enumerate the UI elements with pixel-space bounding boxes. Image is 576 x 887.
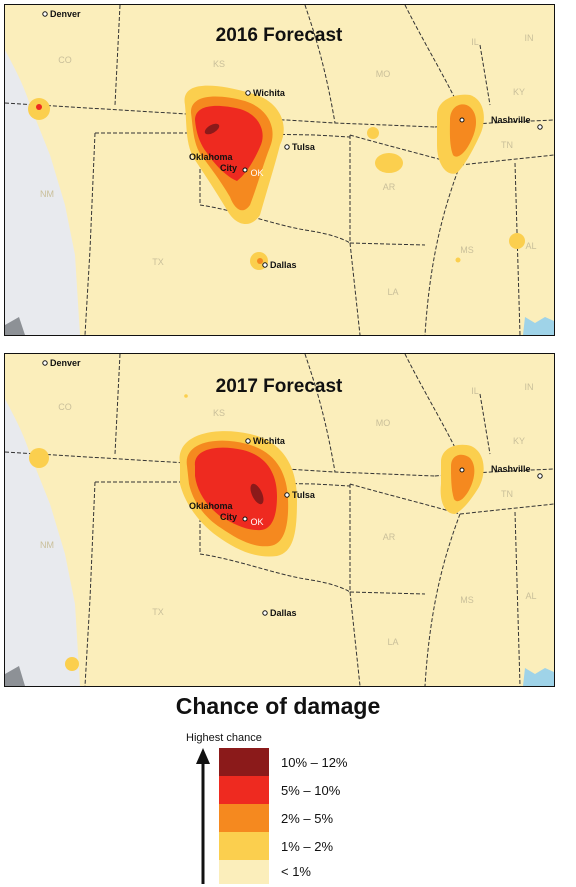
hazard-zones	[29, 394, 484, 671]
gulf-water	[523, 317, 554, 335]
state-label-tn: TN	[501, 489, 513, 499]
zone-ky-mid	[451, 454, 475, 502]
state-label-in: IN	[525, 33, 534, 43]
state-label-in: IN	[525, 382, 534, 392]
legend-label-mid: 2% – 5%	[281, 811, 334, 826]
state-borders	[5, 5, 554, 335]
state-label-ky: KY	[513, 87, 525, 97]
zone-ok-highest	[204, 123, 220, 135]
zone-ky-mid	[449, 104, 477, 157]
outside-region	[5, 399, 80, 686]
state-label-la: LA	[387, 637, 398, 647]
map-2016-forecast: CO KS MO IL IN KY TN NM AR MS AL TX LA O…	[4, 4, 555, 336]
state-label-la: LA	[387, 287, 398, 297]
legend-label-highest: 10% – 12%	[281, 755, 348, 770]
state-label-mo: MO	[376, 418, 391, 428]
legend-swatch-mid	[219, 804, 269, 832]
state-label-ar: AR	[383, 532, 396, 542]
hazard-zones	[28, 85, 525, 270]
legend-title: Chance of damage	[175, 693, 381, 719]
state-label-ky: KY	[513, 436, 525, 446]
state-label-tx: TX	[152, 607, 164, 617]
zone-mo-low	[367, 127, 379, 139]
city-city: City	[220, 163, 237, 173]
state-label-ar: AR	[383, 182, 396, 192]
state-label-al: AL	[525, 591, 536, 601]
zone-ms-low	[455, 257, 461, 263]
legend-label-low: 1% – 2%	[281, 839, 334, 854]
city-oklahoma: Oklahoma	[189, 152, 234, 162]
zone-ok-highest	[250, 483, 264, 505]
state-label-il: IL	[471, 37, 479, 47]
outside-region	[5, 50, 80, 335]
state-labels: CO KS MO IL IN KY TN NM AR MS AL TX LA O…	[40, 382, 537, 647]
city-tulsa: Tulsa	[292, 142, 316, 152]
zone-ks-low	[184, 394, 188, 398]
map-2017-canvas: CO KS MO IL IN KY TN NM AR MS AL TX LA O…	[5, 354, 554, 686]
zone-al-low	[509, 233, 525, 249]
map-title: 2017 Forecast	[216, 376, 343, 397]
zone-co-high	[36, 104, 42, 110]
map-title: 2016 Forecast	[216, 25, 343, 46]
legend-swatch-highest	[219, 748, 269, 776]
city-tulsa: Tulsa	[292, 490, 316, 500]
map-2016-canvas: CO KS MO IL IN KY TN NM AR MS AL TX LA O…	[5, 5, 554, 335]
city-nashville: Nashville	[491, 464, 531, 474]
terrain-shade	[5, 317, 25, 335]
zone-tx-low	[65, 657, 79, 671]
state-label-ms: MS	[460, 245, 474, 255]
state-labels: CO KS MO IL IN KY TN NM AR MS AL TX LA O…	[40, 33, 537, 297]
city-wichita: Wichita	[253, 88, 286, 98]
state-label-ok: OK	[250, 168, 263, 178]
city-city: City	[220, 512, 237, 522]
city-dallas: Dallas	[270, 608, 297, 618]
state-label-nm: NM	[40, 540, 54, 550]
city-dallas: Dallas	[270, 260, 297, 270]
city-nashville: Nashville	[491, 115, 531, 125]
terrain-shade	[5, 666, 25, 686]
city-denver: Denver	[50, 358, 81, 368]
state-label-tx: TX	[152, 257, 164, 267]
city-denver: Denver	[50, 9, 81, 19]
city-wichita: Wichita	[253, 436, 286, 446]
legend-label-high: 5% – 10%	[281, 783, 341, 798]
zone-co-low	[29, 448, 49, 468]
up-arrow-icon	[196, 748, 210, 884]
zone-ok-high	[194, 447, 277, 531]
gulf-water	[523, 668, 554, 686]
legend-axis-label: Highest chance	[186, 732, 262, 744]
state-label-nm: NM	[40, 189, 54, 199]
state-label-tn: TN	[501, 140, 513, 150]
state-label-co: CO	[58, 55, 72, 65]
state-label-ks: KS	[213, 59, 225, 69]
zone-dallas-mid	[257, 258, 263, 264]
state-label-ks: KS	[213, 408, 225, 418]
state-label-al: AL	[525, 241, 536, 251]
state-label-mo: MO	[376, 69, 391, 79]
legend-swatch-lowest	[219, 860, 269, 884]
legend-swatch-low	[219, 832, 269, 860]
city-oklahoma: Oklahoma	[189, 501, 234, 511]
state-label-ok: OK	[250, 517, 263, 527]
legend-label-lowest: < 1%	[281, 864, 311, 879]
state-label-il: IL	[471, 386, 479, 396]
state-label-ms: MS	[460, 595, 474, 605]
state-label-co: CO	[58, 402, 72, 412]
map-2017-forecast: CO KS MO IL IN KY TN NM AR MS AL TX LA O…	[4, 353, 555, 687]
zone-ar-low	[375, 153, 403, 173]
city-markers: Denver Wichita Tulsa Oklahoma City Dalla…	[42, 358, 543, 618]
legend-swatch-high	[219, 776, 269, 804]
city-markers: Denver Wichita Tulsa Oklahoma City Dalla…	[42, 9, 543, 270]
